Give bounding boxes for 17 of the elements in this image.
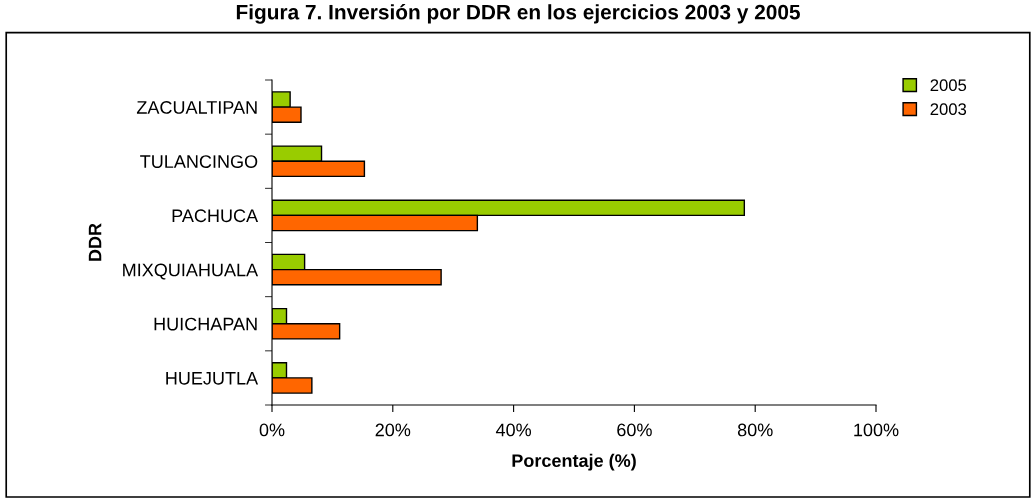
x-tick-label: 80% (737, 423, 773, 437)
y-axis-title: DDR (88, 223, 102, 261)
y-tick-label: MIXQUIAHUALA (123, 263, 259, 280)
y-tick-label: TULANCINGO (140, 155, 258, 168)
x-axis-title: Porcentaje (%) (512, 453, 636, 471)
x-tick-label: 40% (495, 423, 532, 437)
y-tick-label: PACHUCA (172, 209, 259, 223)
x-tick-label: 60% (617, 423, 652, 437)
x-tick-label: 20% (375, 423, 411, 437)
x-tick-label: 0% (259, 423, 285, 437)
legend-label: 2003 (930, 103, 967, 116)
y-tick-label: ZACUALTIPAN (136, 101, 257, 114)
chart-title: Figura 7. Inversión por DDR en los ejercicios 2003 y 2005 (236, 4, 800, 24)
legend-label: 2005 (930, 79, 967, 92)
y-tick-label: HUICHAPAN (154, 317, 257, 331)
x-tick-label: 100% (854, 423, 899, 437)
y-tick-label: HUEJUTLA (166, 372, 259, 385)
